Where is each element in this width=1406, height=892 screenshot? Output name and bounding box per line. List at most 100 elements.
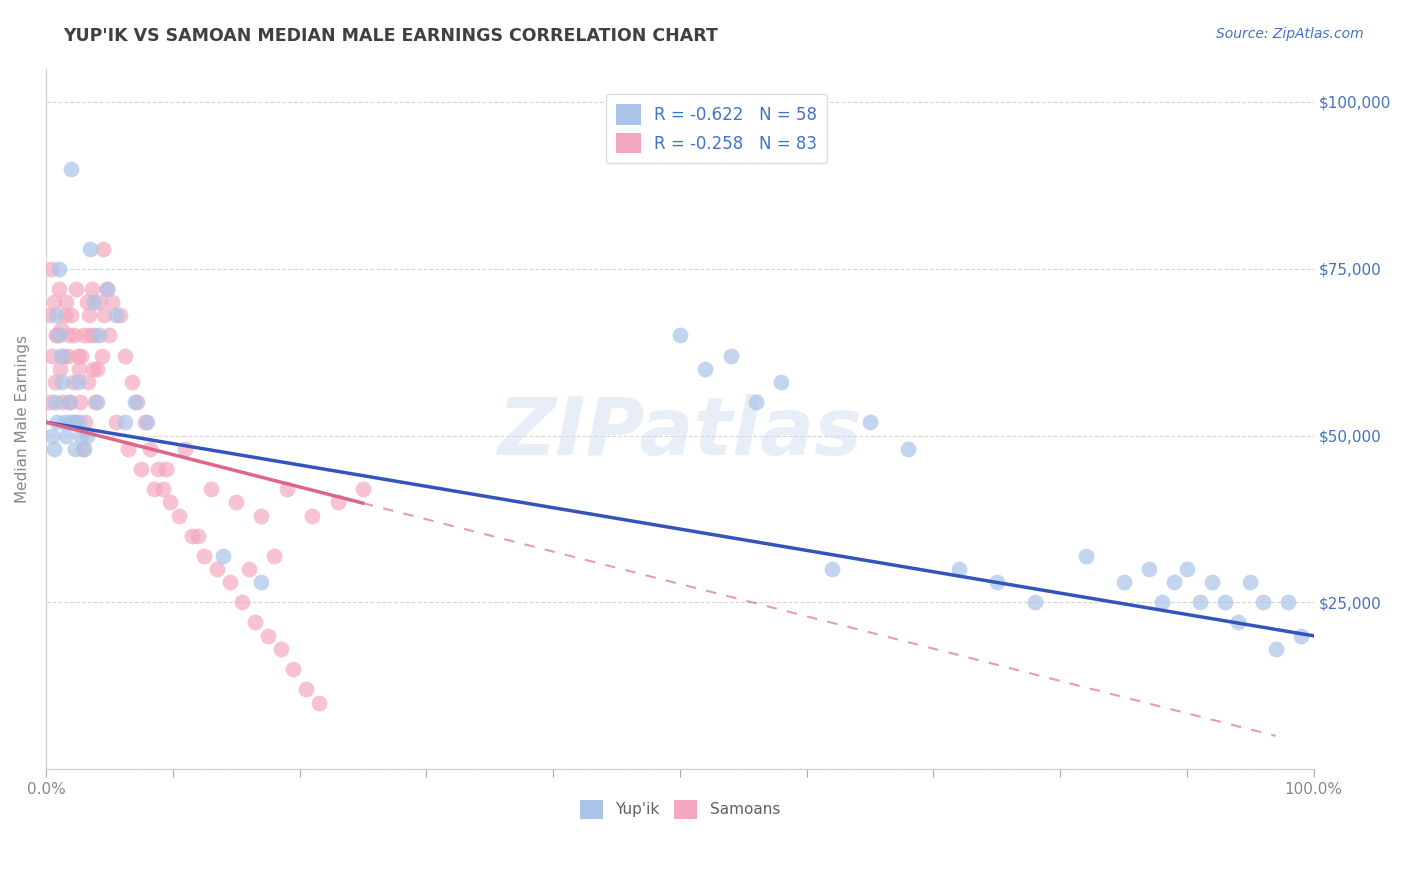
Point: [48, 282, 70, 296]
Point: [63, 328, 86, 343]
Point: [212, 549, 235, 563]
Text: YUP'IK VS SAMOAN MEDIAN MALE EARNINGS CORRELATION CHART: YUP'IK VS SAMOAN MEDIAN MALE EARNINGS CO…: [63, 27, 718, 45]
Point: [1024, 595, 1046, 609]
Point: [91, 242, 114, 256]
Point: [86, 395, 108, 409]
Point: [101, 295, 124, 310]
Point: [90, 349, 112, 363]
Point: [129, 462, 152, 476]
Point: [44, 375, 66, 389]
Point: [200, 482, 222, 496]
Point: [174, 442, 197, 456]
Point: [152, 482, 174, 496]
Point: [55, 295, 77, 310]
Point: [58, 395, 80, 409]
Point: [77, 309, 100, 323]
Point: [59, 395, 82, 409]
Point: [986, 575, 1008, 590]
Point: [51, 375, 73, 389]
Point: [67, 415, 90, 429]
Point: [52, 349, 75, 363]
Point: [96, 282, 118, 296]
Point: [243, 615, 266, 630]
Point: [225, 495, 247, 509]
Point: [1188, 595, 1211, 609]
Point: [108, 309, 131, 323]
Point: [45, 309, 67, 323]
Point: [69, 395, 91, 409]
Point: [121, 375, 143, 389]
Point: [1264, 642, 1286, 657]
Point: [93, 309, 115, 323]
Point: [60, 161, 83, 176]
Point: [46, 328, 69, 343]
Point: [326, 495, 349, 509]
Point: [80, 282, 103, 296]
Point: [67, 362, 90, 376]
Point: [114, 349, 136, 363]
Point: [86, 362, 108, 376]
Point: [79, 328, 101, 343]
Point: [263, 549, 285, 563]
Point: [821, 562, 844, 576]
Point: [62, 375, 84, 389]
Point: [1239, 575, 1261, 590]
Point: [48, 328, 70, 343]
Point: [70, 349, 93, 363]
Point: [897, 442, 920, 456]
Point: [308, 696, 330, 710]
Point: [1289, 629, 1312, 643]
Point: [70, 428, 93, 442]
Point: [301, 508, 323, 523]
Point: [44, 395, 66, 409]
Point: [53, 309, 76, 323]
Point: [56, 349, 79, 363]
Point: [193, 549, 215, 563]
Point: [51, 349, 73, 363]
Point: [1163, 575, 1185, 590]
Point: [41, 428, 63, 442]
Point: [39, 261, 62, 276]
Point: [159, 495, 181, 509]
Point: [136, 415, 159, 429]
Point: [669, 328, 692, 343]
Point: [76, 295, 98, 310]
Point: [38, 309, 60, 323]
Point: [1201, 575, 1223, 590]
Text: ZIPatlas: ZIPatlas: [498, 394, 862, 472]
Point: [695, 362, 717, 376]
Point: [83, 328, 105, 343]
Point: [283, 662, 305, 676]
Point: [270, 642, 292, 657]
Point: [276, 482, 298, 496]
Point: [155, 462, 177, 476]
Point: [51, 395, 73, 409]
Point: [146, 462, 169, 476]
Point: [63, 415, 86, 429]
Point: [859, 415, 882, 429]
Point: [231, 595, 253, 609]
Point: [1277, 595, 1299, 609]
Point: [250, 508, 273, 523]
Point: [49, 362, 72, 376]
Point: [55, 428, 77, 442]
Point: [60, 309, 83, 323]
Point: [82, 362, 104, 376]
Point: [238, 562, 260, 576]
Point: [134, 415, 156, 429]
Point: [218, 575, 240, 590]
Point: [73, 442, 96, 456]
Point: [1175, 562, 1198, 576]
Point: [72, 442, 94, 456]
Point: [720, 349, 742, 363]
Point: [79, 242, 101, 256]
Point: [46, 415, 69, 429]
Point: [48, 261, 70, 276]
Point: [948, 562, 970, 576]
Point: [256, 629, 278, 643]
Point: [41, 349, 63, 363]
Point: [65, 282, 87, 296]
Point: [66, 375, 89, 389]
Point: [73, 328, 96, 343]
Point: [84, 395, 107, 409]
